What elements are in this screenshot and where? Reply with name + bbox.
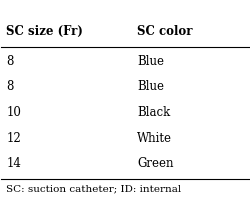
Text: 8: 8 — [6, 55, 14, 68]
Text: Blue: Blue — [137, 55, 164, 68]
Text: Blue: Blue — [137, 80, 164, 93]
Text: SC: suction catheter; ID: internal: SC: suction catheter; ID: internal — [6, 185, 182, 194]
Text: Green: Green — [137, 157, 174, 170]
Text: White: White — [137, 132, 172, 145]
Text: 10: 10 — [6, 106, 21, 119]
Text: SC color: SC color — [137, 25, 193, 38]
Text: SC size (Fr): SC size (Fr) — [6, 25, 83, 38]
Text: 14: 14 — [6, 157, 21, 170]
Text: 12: 12 — [6, 132, 21, 145]
Text: 8: 8 — [6, 80, 14, 93]
Text: Black: Black — [137, 106, 170, 119]
